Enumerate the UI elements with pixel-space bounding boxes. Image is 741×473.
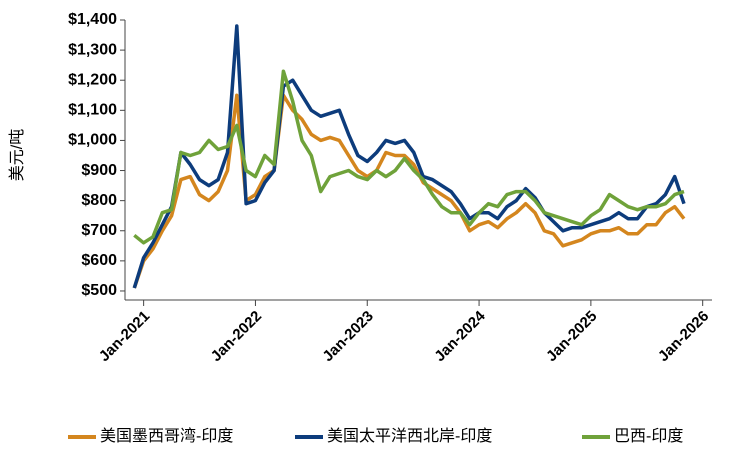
y-tick-label: $700 <box>81 222 117 239</box>
y-tick-label: $1,300 <box>68 41 117 58</box>
y-tick-label: $900 <box>81 162 117 179</box>
x-tick-label: Jan-2024 <box>431 307 489 365</box>
y-tick-label: $1,100 <box>68 102 117 119</box>
x-tick-label: Jan-2026 <box>655 308 712 365</box>
x-tick-label: Jan-2023 <box>319 308 376 365</box>
y-tick-label: $1,000 <box>68 132 117 149</box>
x-tick-label: Jan-2021 <box>96 308 153 365</box>
legend-label: 美国太平洋西北岸-印度 <box>327 427 492 445</box>
line-series <box>133 69 685 245</box>
x-tick-label: Jan-2025 <box>543 308 600 365</box>
line-series <box>132 93 686 289</box>
y-tick-label: $800 <box>81 192 117 209</box>
x-tick-label: Jan-2022 <box>208 308 265 365</box>
y-tick-label: $1,200 <box>68 71 117 88</box>
legend-label: 巴西-印度 <box>614 427 683 445</box>
legend-label: 美国墨西哥湾-印度 <box>100 427 233 445</box>
line-series <box>132 24 686 289</box>
y-tick-label: $600 <box>81 252 117 269</box>
y-axis-label: 美元/吨 <box>8 129 26 181</box>
y-tick-label: $500 <box>81 282 117 299</box>
y-tick-label: $1,400 <box>68 11 117 28</box>
